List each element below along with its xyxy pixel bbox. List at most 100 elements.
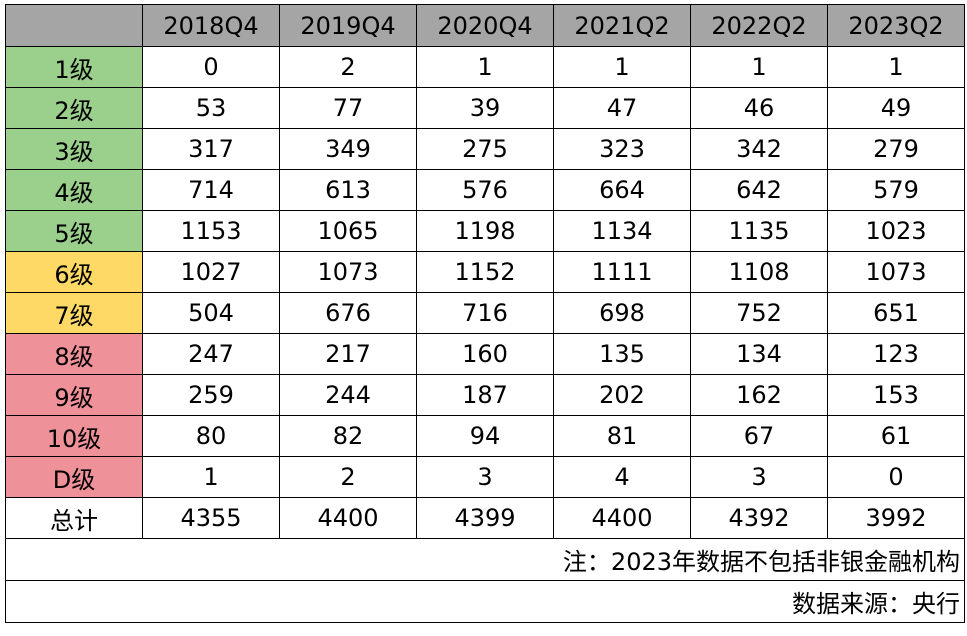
value-cell: 81 (553, 415, 691, 457)
rating-table-container: 2018Q4 2019Q4 2020Q4 2021Q2 2022Q2 2023Q2 1级 0 2… (5, 4, 965, 623)
value-cell: 259 (142, 374, 280, 416)
value-cell: 1134 (553, 210, 691, 252)
value-cell: 67 (690, 415, 828, 457)
value-cell: 0 (827, 456, 965, 498)
table-row: 8级 247 217 160 135 134 123 (5, 333, 965, 375)
value-cell: 2 (279, 46, 417, 88)
value-cell: 714 (142, 169, 280, 211)
value-cell: 53 (142, 87, 280, 129)
value-cell: 1198 (416, 210, 554, 252)
value-cell: 275 (416, 128, 554, 170)
value-cell: 123 (827, 333, 965, 375)
value-cell: 247 (142, 333, 280, 375)
value-cell: 162 (690, 374, 828, 416)
column-header: 2023Q2 (827, 4, 965, 47)
value-cell: 1073 (827, 251, 965, 293)
rating-distribution-table: 2018Q4 2019Q4 2020Q4 2021Q2 2022Q2 2023Q2 1级 0 2… (5, 4, 965, 623)
value-cell: 698 (553, 292, 691, 334)
row-label: 4级 (5, 169, 143, 211)
row-label: 总计 (5, 497, 143, 539)
table-row: 3级 317 349 275 323 342 279 (5, 128, 965, 170)
table-row: 5级 1153 1065 1198 1134 1135 1023 (5, 210, 965, 252)
value-cell: 61 (827, 415, 965, 457)
value-cell: 1065 (279, 210, 417, 252)
value-cell: 323 (553, 128, 691, 170)
value-cell: 1 (690, 46, 828, 88)
table-row: 2级 53 77 39 47 46 49 (5, 87, 965, 129)
value-cell: 664 (553, 169, 691, 211)
value-cell: 576 (416, 169, 554, 211)
table-row: 7级 504 676 716 698 752 651 (5, 292, 965, 334)
value-cell: 1152 (416, 251, 554, 293)
value-cell: 1023 (827, 210, 965, 252)
value-cell: 217 (279, 333, 417, 375)
value-cell: 77 (279, 87, 417, 129)
value-cell: 160 (416, 333, 554, 375)
row-label: 1级 (5, 46, 143, 88)
column-header: 2019Q4 (279, 4, 417, 47)
value-cell: 244 (279, 374, 417, 416)
value-cell: 651 (827, 292, 965, 334)
value-cell: 39 (416, 87, 554, 129)
table-row: 4级 714 613 576 664 642 579 (5, 169, 965, 211)
value-cell: 1111 (553, 251, 691, 293)
value-cell: 342 (690, 128, 828, 170)
row-label: 3级 (5, 128, 143, 170)
column-header: 2018Q4 (142, 4, 280, 47)
row-label: 8级 (5, 333, 143, 375)
value-cell: 349 (279, 128, 417, 170)
row-label: 5级 (5, 210, 143, 252)
value-cell: 279 (827, 128, 965, 170)
value-cell: 504 (142, 292, 280, 334)
column-header: 2021Q2 (553, 4, 691, 47)
column-header: 2022Q2 (690, 4, 828, 47)
value-cell: 0 (142, 46, 280, 88)
row-label: 7级 (5, 292, 143, 334)
table-row: 1级 0 2 1 1 1 1 (5, 46, 965, 88)
row-label: 2级 (5, 87, 143, 129)
header-row: 2018Q4 2019Q4 2020Q4 2021Q2 2022Q2 2023Q2 (5, 4, 965, 47)
table-row: 9级 259 244 187 202 162 153 (5, 374, 965, 416)
value-cell: 4400 (553, 497, 691, 539)
value-cell: 613 (279, 169, 417, 211)
value-cell: 642 (690, 169, 828, 211)
value-cell: 4399 (416, 497, 554, 539)
value-cell: 94 (416, 415, 554, 457)
value-cell: 80 (142, 415, 280, 457)
value-cell: 1135 (690, 210, 828, 252)
value-cell: 46 (690, 87, 828, 129)
value-cell: 47 (553, 87, 691, 129)
value-cell: 4355 (142, 497, 280, 539)
source-text: 数据来源：央行 (5, 580, 965, 623)
table-row: 10级 80 82 94 81 67 61 (5, 415, 965, 457)
value-cell: 1027 (142, 251, 280, 293)
value-cell: 752 (690, 292, 828, 334)
value-cell: 134 (690, 333, 828, 375)
value-cell: 3 (416, 456, 554, 498)
value-cell: 317 (142, 128, 280, 170)
value-cell: 82 (279, 415, 417, 457)
table-row: 6级 1027 1073 1152 1111 1108 1073 (5, 251, 965, 293)
row-label: 6级 (5, 251, 143, 293)
value-cell: 202 (553, 374, 691, 416)
value-cell: 579 (827, 169, 965, 211)
value-cell: 49 (827, 87, 965, 129)
value-cell: 1 (827, 46, 965, 88)
column-header: 2020Q4 (416, 4, 554, 47)
row-label: 10级 (5, 415, 143, 457)
value-cell: 1 (553, 46, 691, 88)
value-cell: 2 (279, 456, 417, 498)
value-cell: 4392 (690, 497, 828, 539)
value-cell: 3992 (827, 497, 965, 539)
source-row: 数据来源：央行 (5, 580, 965, 623)
value-cell: 1073 (279, 251, 417, 293)
total-row: 总计 4355 4400 4399 4400 4392 3992 (5, 497, 965, 539)
row-label: D级 (5, 456, 143, 498)
value-cell: 187 (416, 374, 554, 416)
value-cell: 135 (553, 333, 691, 375)
note-text: 注：2023年数据不包括非银金融机构 (5, 538, 965, 581)
value-cell: 4 (553, 456, 691, 498)
value-cell: 1 (142, 456, 280, 498)
value-cell: 716 (416, 292, 554, 334)
value-cell: 676 (279, 292, 417, 334)
